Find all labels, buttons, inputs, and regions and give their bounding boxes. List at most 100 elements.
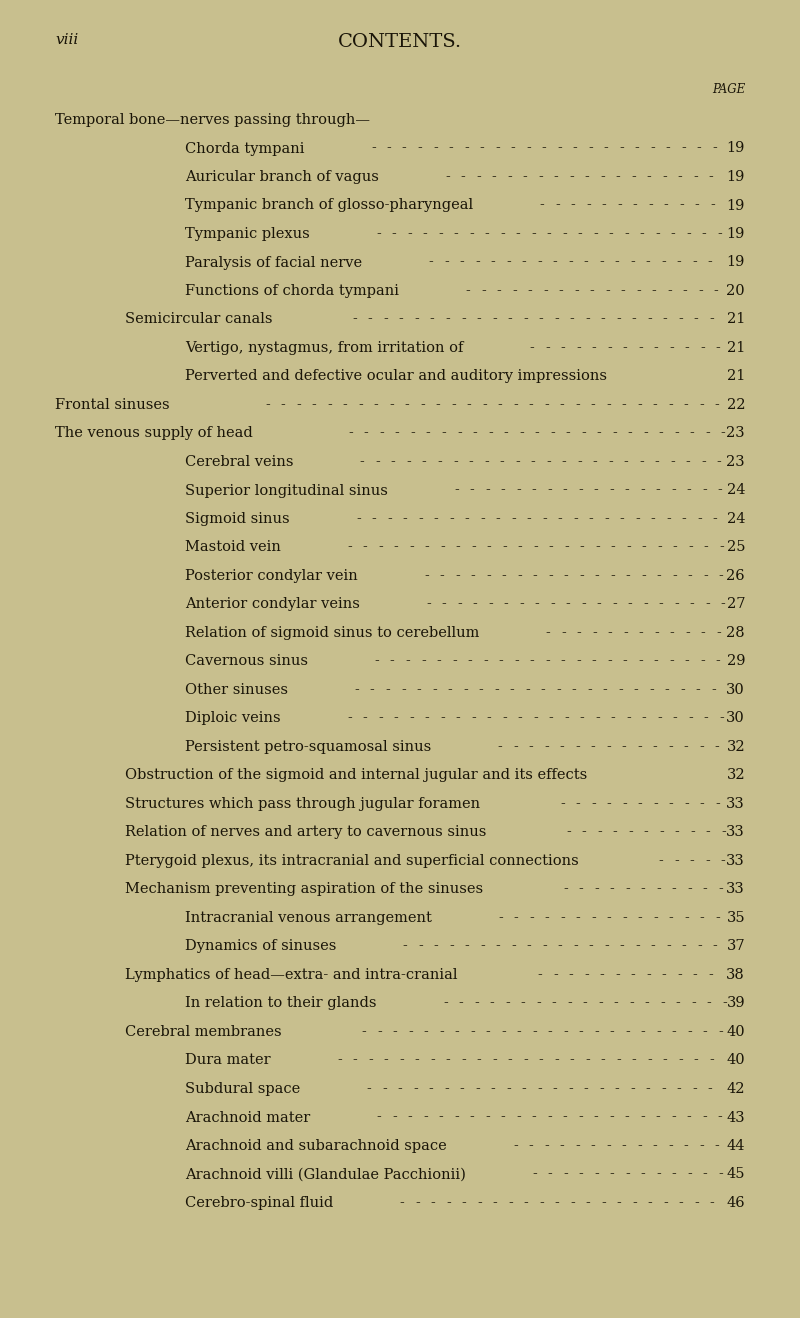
Text: -: - — [604, 511, 609, 526]
Text: -: - — [517, 569, 522, 583]
Text: -: - — [690, 854, 694, 869]
Text: -: - — [631, 170, 636, 185]
Text: -: - — [606, 797, 611, 811]
Text: -: - — [646, 967, 650, 982]
Text: 19: 19 — [726, 227, 745, 241]
Text: -: - — [673, 712, 678, 725]
Text: 30: 30 — [726, 712, 745, 725]
Text: -: - — [425, 540, 430, 555]
Text: -: - — [540, 683, 545, 697]
Text: -: - — [661, 1082, 666, 1097]
Text: -: - — [684, 797, 689, 811]
Text: -: - — [560, 1139, 564, 1153]
Text: -: - — [568, 256, 573, 269]
Text: -: - — [584, 967, 589, 982]
Text: -: - — [668, 1139, 673, 1153]
Text: -: - — [563, 1168, 568, 1181]
Text: -: - — [513, 739, 518, 754]
Text: -: - — [496, 283, 501, 298]
Text: -: - — [599, 1082, 604, 1097]
Text: -: - — [532, 1111, 536, 1124]
Text: 26: 26 — [726, 569, 745, 583]
Text: -: - — [701, 455, 706, 469]
Text: Dynamics of sinuses: Dynamics of sinuses — [185, 940, 336, 953]
Text: -: - — [539, 1195, 544, 1210]
Text: -: - — [475, 256, 480, 269]
Text: -: - — [562, 484, 567, 497]
Text: -: - — [424, 569, 429, 583]
Text: -: - — [549, 540, 554, 555]
Text: -: - — [697, 511, 702, 526]
Text: -: - — [477, 1195, 482, 1210]
Text: -: - — [390, 655, 394, 668]
Text: -: - — [695, 683, 700, 697]
Text: Anterior condylar veins: Anterior condylar veins — [185, 597, 360, 612]
Text: -: - — [484, 455, 489, 469]
Text: 42: 42 — [726, 1082, 745, 1097]
Text: -: - — [684, 739, 688, 754]
Text: -: - — [523, 312, 528, 327]
Text: -: - — [374, 655, 379, 668]
Text: -: - — [327, 398, 332, 413]
Text: -: - — [606, 1139, 611, 1153]
Text: -: - — [438, 455, 442, 469]
Text: -: - — [342, 398, 347, 413]
Text: -: - — [686, 626, 690, 641]
Text: -: - — [654, 911, 658, 925]
Text: -: - — [354, 683, 359, 697]
Text: Auricular branch of vagus: Auricular branch of vagus — [185, 170, 379, 185]
Text: -: - — [490, 1082, 495, 1097]
Text: -: - — [592, 455, 597, 469]
Text: -: - — [554, 1053, 558, 1068]
Text: -: - — [703, 569, 708, 583]
Text: -: - — [519, 427, 524, 440]
Text: -: - — [647, 1053, 652, 1068]
Text: -: - — [554, 1195, 559, 1210]
Text: Paralysis of facial nerve: Paralysis of facial nerve — [185, 256, 362, 269]
Text: -: - — [647, 312, 652, 327]
Text: -: - — [700, 911, 705, 925]
Text: -: - — [650, 141, 654, 156]
Text: -: - — [360, 455, 365, 469]
Text: -: - — [553, 1082, 558, 1097]
Text: -: - — [654, 655, 658, 668]
Text: -: - — [532, 1168, 537, 1181]
Text: -: - — [379, 427, 384, 440]
Text: -: - — [461, 1053, 466, 1068]
Text: -: - — [622, 655, 627, 668]
Text: -: - — [687, 1025, 692, 1039]
Text: -: - — [490, 996, 494, 1011]
Text: -: - — [430, 1195, 435, 1210]
Text: -: - — [688, 540, 693, 555]
Text: -: - — [498, 911, 503, 925]
Text: -: - — [562, 626, 566, 641]
Text: -: - — [402, 141, 406, 156]
Text: -: - — [348, 427, 353, 440]
Text: -: - — [566, 597, 570, 612]
Text: -: - — [626, 540, 631, 555]
Text: -: - — [550, 427, 554, 440]
Text: Structures which pass through jugular foramen: Structures which pass through jugular fo… — [125, 797, 480, 811]
Text: -: - — [610, 569, 615, 583]
Text: -: - — [493, 1195, 498, 1210]
Text: -: - — [606, 911, 611, 925]
Text: -: - — [546, 626, 550, 641]
Text: -: - — [717, 227, 722, 241]
Text: -: - — [439, 1025, 444, 1039]
Text: -: - — [655, 227, 660, 241]
Text: -: - — [440, 712, 445, 725]
Text: -: - — [548, 569, 553, 583]
Text: -: - — [402, 511, 407, 526]
Text: -: - — [684, 655, 689, 668]
Text: 40: 40 — [726, 1025, 745, 1039]
Text: -: - — [572, 141, 577, 156]
Text: -: - — [426, 597, 431, 612]
Text: -: - — [675, 996, 680, 1011]
Text: -: - — [547, 1111, 552, 1124]
Text: -: - — [622, 911, 627, 925]
Text: 43: 43 — [726, 1111, 745, 1124]
Text: -: - — [719, 712, 724, 725]
Text: -: - — [544, 398, 549, 413]
Text: -: - — [391, 455, 396, 469]
Text: -: - — [570, 170, 574, 185]
